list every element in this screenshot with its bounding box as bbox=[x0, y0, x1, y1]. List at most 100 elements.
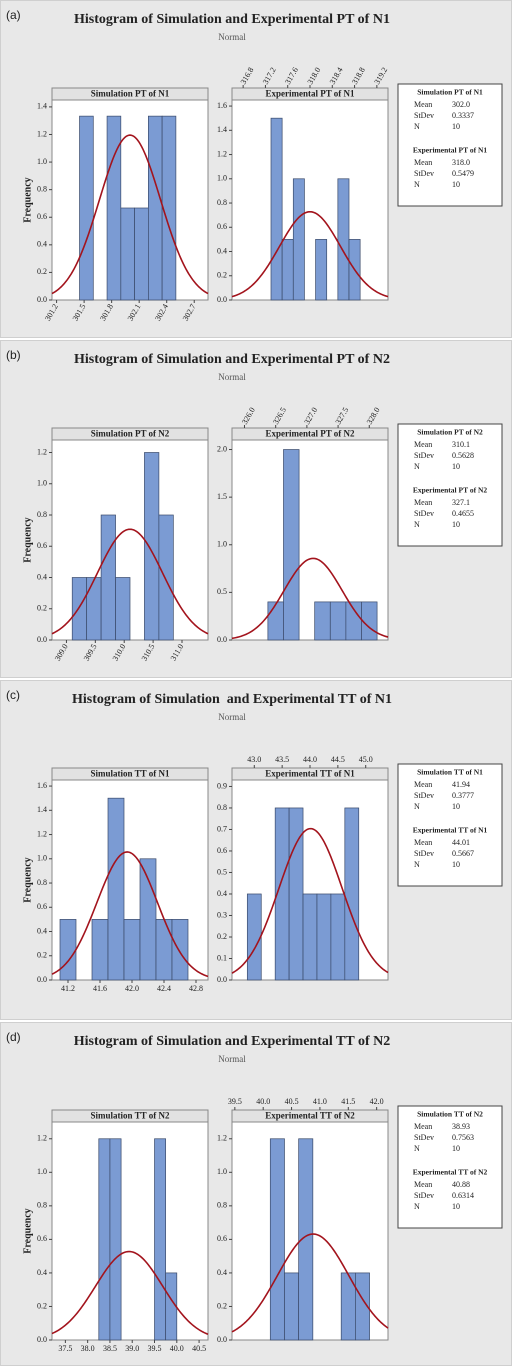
stats-title: Simulation TT of N1 bbox=[417, 768, 483, 777]
stats-value: 10 bbox=[452, 462, 460, 471]
stats-value: 0.5667 bbox=[452, 849, 474, 858]
stats-label: StDev bbox=[414, 791, 434, 800]
bar bbox=[79, 115, 94, 301]
x-tick-label: 44.0 bbox=[303, 755, 317, 764]
stats-value: 40.88 bbox=[452, 1180, 470, 1189]
normal-curve bbox=[231, 557, 389, 640]
normal-curve bbox=[231, 210, 389, 298]
y-tick-label: 0.0 bbox=[37, 295, 47, 304]
x-tick-label: 40.0 bbox=[170, 1344, 184, 1353]
y-tick-label: 0.3 bbox=[217, 910, 227, 919]
stats-label: Mean bbox=[414, 100, 432, 109]
x-tick-label: 40.5 bbox=[285, 1097, 299, 1106]
stats-label: N bbox=[414, 520, 420, 529]
y-tick-label: 0.6 bbox=[37, 1234, 47, 1243]
y-tick-label: 0.8 bbox=[37, 878, 47, 887]
y-tick-label: 1.4 bbox=[37, 805, 47, 814]
y-tick-label: 0.2 bbox=[37, 1301, 47, 1310]
strip bbox=[51, 427, 209, 441]
bar bbox=[155, 919, 173, 981]
x-tick-label: 45.0 bbox=[359, 755, 373, 764]
y-tick-label: 0.6 bbox=[217, 846, 227, 855]
strip bbox=[51, 1109, 209, 1123]
y-tick-label: 1.2 bbox=[217, 149, 227, 158]
bar bbox=[298, 1138, 314, 1341]
y-axis-label: Frequency bbox=[22, 177, 33, 222]
y-tick-label: 0.4 bbox=[217, 246, 227, 255]
bar bbox=[109, 1138, 122, 1341]
y-tick-label: 0.8 bbox=[217, 803, 227, 812]
stats-title: Experimental PT of N1 bbox=[413, 146, 487, 155]
stats-title: Simulation PT of N1 bbox=[417, 88, 483, 97]
bar bbox=[144, 452, 160, 641]
stats-value: 10 bbox=[452, 520, 460, 529]
y-axis-label: Frequency bbox=[22, 1208, 33, 1253]
stats-label: Mean bbox=[414, 498, 432, 507]
strip bbox=[231, 427, 389, 441]
stats-label: StDev bbox=[414, 111, 434, 120]
panel-subtitle: Normal bbox=[218, 1054, 246, 1064]
stats-value: 44.01 bbox=[452, 838, 470, 847]
y-tick-label: 1.2 bbox=[37, 447, 47, 456]
bar bbox=[161, 115, 177, 301]
bar bbox=[86, 577, 102, 641]
y-tick-label: 0.0 bbox=[217, 635, 227, 644]
x-tick-label: 41.2 bbox=[61, 984, 75, 993]
x-tick-label: 44.5 bbox=[331, 755, 345, 764]
y-tick-label: 1.6 bbox=[37, 781, 47, 790]
strip bbox=[231, 1109, 389, 1123]
stats-value: 0.3337 bbox=[452, 111, 474, 120]
panel-label: (d) bbox=[6, 1030, 21, 1044]
y-tick-label: 0.0 bbox=[217, 975, 227, 984]
normal-curve bbox=[231, 827, 389, 974]
stats-value: 302.0 bbox=[452, 100, 470, 109]
x-tick-label: 39.5 bbox=[148, 1344, 162, 1353]
bar bbox=[100, 514, 116, 641]
x-tick-label: 40.5 bbox=[192, 1344, 206, 1353]
y-tick-label: 0.4 bbox=[37, 572, 47, 581]
stats-label: N bbox=[414, 1202, 420, 1211]
y-tick-label: 0.0 bbox=[37, 975, 47, 984]
stats-title: Experimental TT of N1 bbox=[413, 826, 488, 835]
plot-area bbox=[51, 1121, 209, 1341]
bar bbox=[158, 514, 174, 641]
y-tick-label: 1.0 bbox=[217, 540, 227, 549]
panel-label: (a) bbox=[6, 8, 21, 22]
panel-title: Histogram of Simulation and Experimental… bbox=[74, 1034, 390, 1049]
plot-title: Simulation TT of N1 bbox=[91, 769, 170, 779]
bar bbox=[91, 919, 109, 981]
stats-box bbox=[397, 423, 503, 547]
bar bbox=[292, 178, 305, 301]
stats-label: N bbox=[414, 122, 420, 131]
y-tick-label: 0.8 bbox=[37, 184, 47, 193]
stats-label: Mean bbox=[414, 1180, 432, 1189]
bar bbox=[302, 893, 318, 981]
y-tick-label: 1.4 bbox=[217, 125, 227, 134]
stats-label: StDev bbox=[414, 509, 434, 518]
y-tick-label: 1.0 bbox=[37, 479, 47, 488]
strip bbox=[51, 767, 209, 781]
x-tick-label: 37.5 bbox=[58, 1344, 72, 1353]
bar bbox=[134, 207, 149, 301]
y-tick-label: 2.0 bbox=[217, 444, 227, 453]
stats-label: StDev bbox=[414, 451, 434, 460]
bar bbox=[316, 893, 332, 981]
y-tick-label: 0.6 bbox=[37, 541, 47, 550]
bar bbox=[59, 919, 77, 981]
stats-label: N bbox=[414, 180, 420, 189]
y-tick-label: 0.6 bbox=[217, 222, 227, 231]
stats-label: StDev bbox=[414, 1191, 434, 1200]
bar bbox=[120, 207, 135, 301]
panel-subtitle: Normal bbox=[218, 32, 246, 42]
x-tick-label: 39.5 bbox=[228, 1097, 242, 1106]
y-tick-label: 1.0 bbox=[37, 1167, 47, 1176]
y-tick-label: 0.2 bbox=[37, 267, 47, 276]
normal-curve bbox=[51, 1250, 209, 1336]
bar bbox=[330, 893, 346, 981]
y-tick-label: 0.2 bbox=[217, 1301, 227, 1310]
strip bbox=[51, 87, 209, 101]
y-tick-label: 0.5 bbox=[217, 587, 227, 596]
stats-value: 327.1 bbox=[452, 498, 470, 507]
y-tick-label: 0.4 bbox=[217, 1268, 227, 1277]
